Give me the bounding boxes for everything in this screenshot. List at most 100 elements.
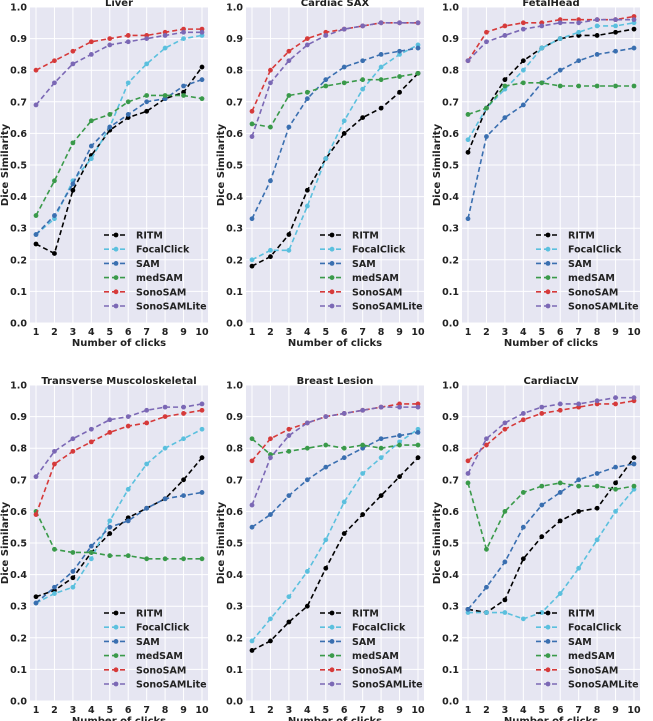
data-point-medSAM <box>378 445 384 451</box>
data-point-medSAM <box>576 83 582 89</box>
series-line-SonoSAM <box>35 28 202 71</box>
x-tick-label: 3 <box>502 705 509 716</box>
data-point-RITM <box>286 232 292 237</box>
legend-marker-SonoSAMLite <box>329 681 335 687</box>
data-point-RITM <box>52 251 57 256</box>
data-point-SAM <box>181 493 186 498</box>
data-point-SonoSAMLite <box>465 58 471 64</box>
y-tick-label: 0.1 <box>10 665 27 676</box>
data-point-SAM <box>465 606 471 612</box>
data-point-SonoSAMLite <box>304 420 310 426</box>
data-point-FocalClick <box>144 461 150 467</box>
x-axis-label: Number of clicks <box>288 716 382 721</box>
data-point-SonoSAMLite <box>539 404 545 410</box>
panel-title: Cardiac SAX <box>301 0 370 9</box>
data-point-FocalClick <box>323 156 329 162</box>
legend-marker-SonoSAM <box>545 667 551 673</box>
data-point-SAM <box>107 124 113 130</box>
data-point-RITM <box>249 263 255 269</box>
data-point-RITM <box>539 534 545 540</box>
data-point-SAM <box>397 48 402 54</box>
data-point-SAM <box>631 461 637 467</box>
x-tick-label: 6 <box>341 327 348 338</box>
data-point-SonoSAMLite <box>323 414 329 419</box>
series-line-medSAM <box>467 482 635 552</box>
x-tick-label: 9 <box>180 327 187 338</box>
data-point-SonoSAM <box>125 33 131 38</box>
data-point-RITM <box>304 187 310 193</box>
data-point-FocalClick <box>268 247 273 253</box>
legend-marker-SonoSAM <box>329 667 335 673</box>
data-point-SonoSAMLite <box>557 401 563 407</box>
data-point-FocalClick <box>576 29 582 35</box>
data-point-SAM <box>52 584 57 590</box>
y-tick-label: 1.0 <box>10 381 27 392</box>
y-tick-label: 0.8 <box>442 66 459 77</box>
y-tick-label: 0.7 <box>10 475 27 486</box>
data-point-medSAM <box>70 550 76 555</box>
data-point-RITM <box>520 58 526 64</box>
legend-label: FocalClick <box>352 245 406 256</box>
y-tick-label: 0.3 <box>10 224 27 235</box>
data-point-SonoSAMLite <box>249 134 255 139</box>
data-point-SAM <box>323 464 329 470</box>
y-axis-label: Dice Similarity <box>0 501 11 584</box>
data-point-SAM <box>268 178 273 184</box>
data-point-RITM <box>360 115 366 120</box>
data-point-SAM <box>33 600 39 606</box>
data-point-SonoSAMLite <box>415 20 421 26</box>
data-point-medSAM <box>360 442 366 448</box>
data-point-SonoSAM <box>304 36 310 41</box>
data-point-SAM <box>33 232 39 237</box>
data-point-SAM <box>415 45 421 51</box>
data-point-medSAM <box>323 83 329 89</box>
y-tick-label: 0.5 <box>226 539 243 550</box>
data-point-SAM <box>199 490 205 495</box>
legend-marker-FocalClick <box>329 624 335 630</box>
series-line-medSAM <box>251 438 418 456</box>
legend-marker-medSAM <box>329 653 335 658</box>
data-point-medSAM <box>52 178 57 184</box>
y-tick-label: 0.0 <box>10 319 27 330</box>
x-tick-label: 9 <box>396 327 403 338</box>
data-point-FocalClick <box>520 67 526 73</box>
data-point-FocalClick <box>378 455 384 461</box>
data-point-SonoSAMLite <box>70 61 76 67</box>
y-tick-label: 0.8 <box>10 66 27 77</box>
x-tick-label: 1 <box>249 327 256 338</box>
y-tick-label: 0.7 <box>442 97 459 108</box>
legend-marker-SonoSAMLite <box>113 303 119 309</box>
data-point-medSAM <box>88 550 94 555</box>
chart-panel-4: 0.0 0.1 0.2 0.3 0.4 0.5 0.6 0.7 0.8 0.9 1.0 1 2 3 4 5 6 7… <box>216 376 425 721</box>
data-point-SAM <box>286 493 292 498</box>
y-tick-label: 0.9 <box>10 34 27 45</box>
legend-label: SonoSAM <box>136 665 186 676</box>
legend-marker-RITM <box>329 610 335 616</box>
legend-label: SAM <box>352 637 376 648</box>
data-point-SonoSAMLite <box>613 17 618 23</box>
data-point-RITM <box>465 149 471 155</box>
data-point-SAM <box>88 143 94 149</box>
data-point-FocalClick <box>557 36 563 41</box>
data-point-SAM <box>144 505 150 511</box>
panel-title: Transverse Muscoloskeletal <box>41 376 196 387</box>
legend-marker-SonoSAM <box>545 289 551 295</box>
y-tick-label: 0.4 <box>442 192 459 203</box>
data-point-SAM <box>520 102 526 108</box>
data-point-SonoSAMLite <box>594 17 600 23</box>
x-tick-label: 7 <box>359 327 366 338</box>
y-tick-label: 0.7 <box>226 475 243 486</box>
legend-label: SAM <box>352 259 376 270</box>
data-point-SonoSAM <box>502 426 508 432</box>
x-tick-label: 2 <box>483 327 490 338</box>
data-point-medSAM <box>557 480 563 486</box>
series-line-SonoSAMLite <box>35 31 202 106</box>
data-point-medSAM <box>181 93 186 98</box>
x-tick-label: 2 <box>483 705 490 716</box>
x-tick-label: 8 <box>162 705 169 716</box>
data-point-RITM <box>268 254 273 260</box>
data-point-medSAM <box>162 93 168 98</box>
data-point-SonoSAM <box>613 401 618 407</box>
legend-label: RITM <box>136 609 163 620</box>
panel-title: FetalHead <box>522 0 579 9</box>
